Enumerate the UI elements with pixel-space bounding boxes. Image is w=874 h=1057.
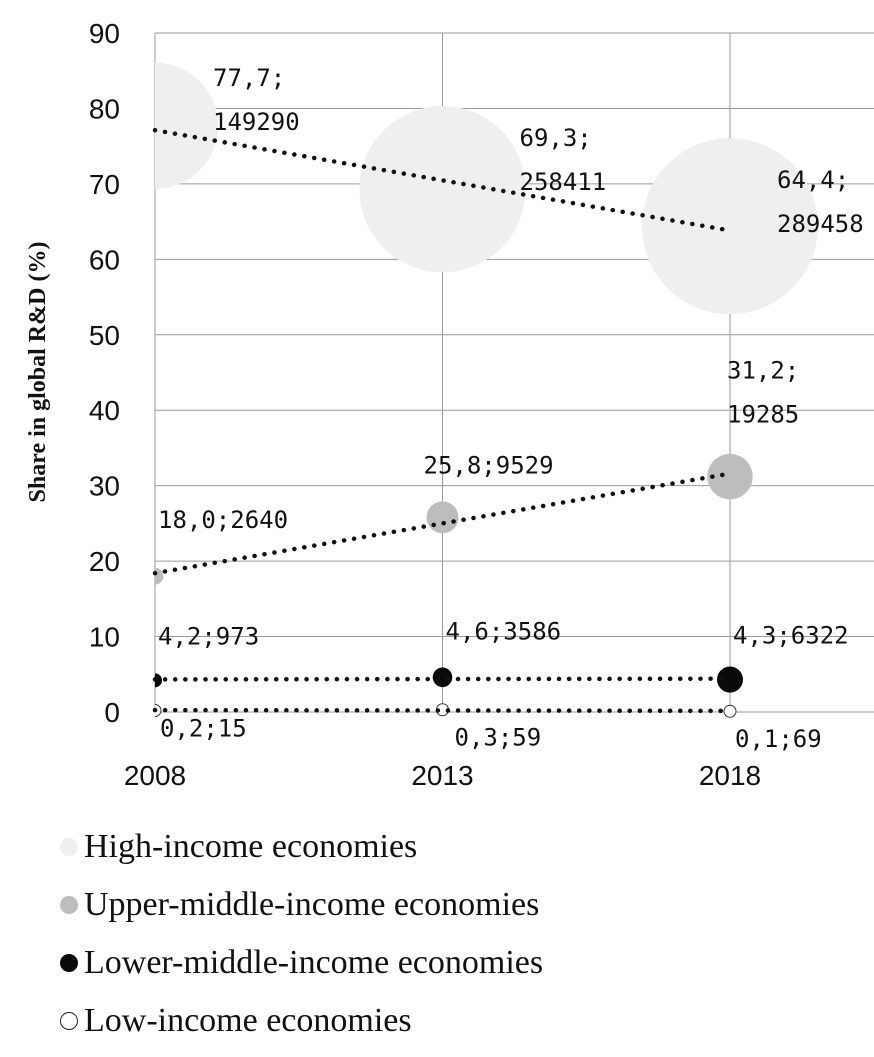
legend-marker-low-income-economies <box>60 1012 78 1030</box>
data-labels: 77,7; 149290 69,3; 258411 64,4; 289458 18,0;26… <box>158 64 864 753</box>
legend-item-low-income-economies: Low-income economies <box>60 992 860 1050</box>
y-tick-label-50: 50 <box>89 320 120 351</box>
x-tick-label-2013: 2013 <box>411 760 473 791</box>
legend-label-lower-middle-income-economies: Lower-middle-income economies <box>84 944 544 981</box>
legend-marker-high-income-economies <box>60 838 78 856</box>
bubble-low-income-economies-2008 <box>155 703 162 717</box>
legend-item-upper-middle-income-economies: Upper-middle-income economies <box>60 876 860 934</box>
trendlines-layer <box>152 127 733 714</box>
trendline-high-income-economies <box>152 127 733 233</box>
bubble-high-income-economies-2018 <box>642 138 818 315</box>
y-tick-label-70: 70 <box>89 169 120 200</box>
bubble-chart: 0 10 20 30 40 50 60 70 80 90 2008 2013 2018 77,7; 14… <box>25 18 874 791</box>
bubble-lower-middle-income-economies-2018 <box>716 666 744 693</box>
data-label-high-income-economies-2008-line2: 149290 <box>213 108 300 136</box>
data-label-high-income-economies-2013-line1: 69,3; <box>520 124 592 152</box>
y-tick-labels: 0 10 20 30 40 50 60 70 80 90 <box>89 18 120 728</box>
data-label-low-income-economies-2018: 0,1;69 <box>735 725 822 753</box>
legend: High-income economies Upper-middle-income… <box>60 818 860 1050</box>
x-tick-label-2008: 2008 <box>124 760 186 791</box>
x-tick-labels: 2008 2013 2018 <box>124 760 761 791</box>
data-label-high-income-economies-2018-line2: 289458 <box>777 210 864 238</box>
bubble-high-income-economies-2013 <box>359 106 526 273</box>
y-axis-label: Share in global R&D (%) <box>25 242 51 503</box>
legend-marker-lower-middle-income-economies <box>60 954 78 972</box>
data-label-upper-middle-income-economies-2018-line1: 31,2; <box>727 357 799 385</box>
y-tick-label-40: 40 <box>89 395 120 426</box>
data-label-high-income-economies-2018-line1: 64,4; <box>777 166 849 194</box>
bubble-upper-middle-income-economies-2008 <box>155 567 164 585</box>
data-label-high-income-economies-2008-line1: 77,7; <box>213 64 285 92</box>
data-label-upper-middle-income-economies-2018-line2: 19285 <box>727 401 799 429</box>
legend-item-high-income-economies: High-income economies <box>60 818 860 876</box>
legend-label-low-income-economies: Low-income economies <box>84 1002 412 1039</box>
y-tick-label-30: 30 <box>89 471 120 502</box>
y-tick-label-80: 80 <box>89 93 120 124</box>
data-label-upper-middle-income-economies-2013: 25,8;9529 <box>424 451 554 479</box>
legend-marker-upper-middle-income-economies <box>60 896 78 914</box>
legend-label-upper-middle-income-economies: Upper-middle-income economies <box>84 886 540 923</box>
legend-label-high-income-economies: High-income economies <box>84 828 418 865</box>
x-tick-label-2018: 2018 <box>699 760 761 791</box>
y-tick-label-10: 10 <box>89 622 120 653</box>
data-label-low-income-economies-2013: 0,3;59 <box>455 724 542 752</box>
bubble-lower-middle-income-economies-2008 <box>155 673 162 688</box>
data-label-lower-middle-income-economies-2008: 4,2;973 <box>158 622 259 650</box>
bubble-high-income-economies-2008 <box>155 62 219 189</box>
data-label-upper-middle-income-economies-2008: 18,0;2640 <box>158 506 288 534</box>
legend-item-lower-middle-income-economies: Lower-middle-income economies <box>60 934 860 992</box>
data-label-lower-middle-income-economies-2018: 4,3;6322 <box>733 622 849 650</box>
data-label-low-income-economies-2008: 0,2;15 <box>160 714 247 742</box>
bubble-upper-middle-income-economies-2013 <box>426 501 459 534</box>
bubble-low-income-economies-2018 <box>723 704 737 718</box>
data-label-high-income-economies-2013-line2: 258411 <box>520 168 607 196</box>
data-label-lower-middle-income-economies-2013: 4,6;3586 <box>446 617 562 645</box>
y-tick-label-60: 60 <box>89 244 120 275</box>
bubbles-layer <box>155 62 818 718</box>
bubble-upper-middle-income-economies-2018 <box>707 453 753 500</box>
y-tick-label-0: 0 <box>104 697 120 728</box>
trendline-upper-middle-income-economies <box>152 471 733 576</box>
y-tick-label-20: 20 <box>89 546 120 577</box>
y-tick-label-90: 90 <box>89 18 120 49</box>
bubble-lower-middle-income-economies-2013 <box>432 667 453 688</box>
